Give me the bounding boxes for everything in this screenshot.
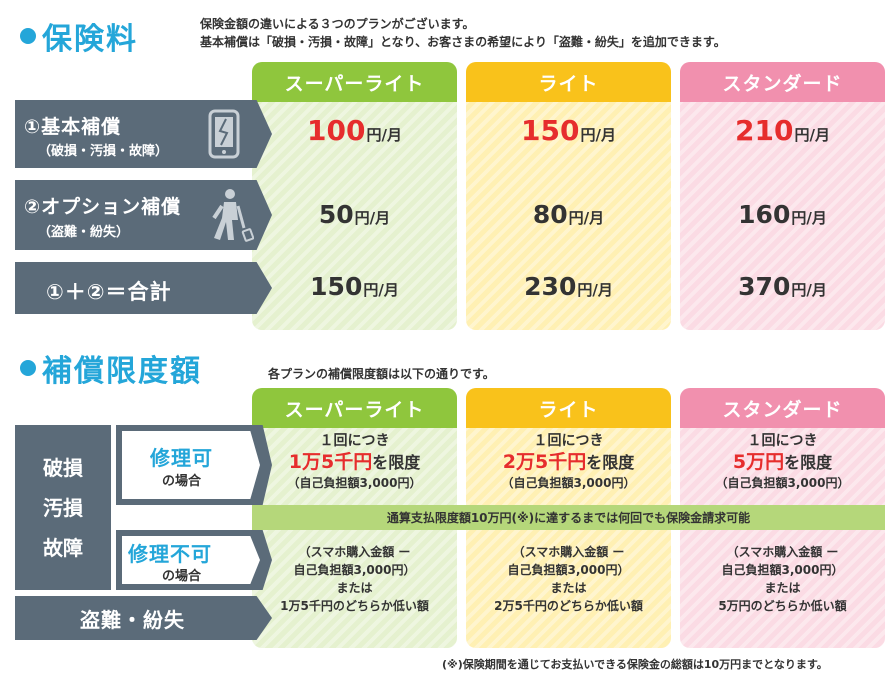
price-basic-standard: 210 円/月 xyxy=(735,114,830,147)
premium-intro-line2: 基本補償は「破損・汚損・故障」となり、お客さまの希望により「盗難・紛失」を追加で… xyxy=(200,35,726,49)
row-total xyxy=(15,262,272,314)
damage-category-box xyxy=(15,425,111,590)
unrepairable-sub: の場合 xyxy=(162,569,202,584)
plan-header-light: ライト xyxy=(466,62,671,102)
payment-limit-notice: 通算支払限度額10万円(※)に達するまでは何回でも保険金請求可能 xyxy=(252,505,885,530)
plan-header-super-light: スーパーライト xyxy=(252,62,457,102)
price-basic-super-light: 100 円/月 xyxy=(307,114,402,147)
category-stain: 汚損 xyxy=(43,496,83,520)
limit-header-super-light: スーパーライト xyxy=(252,388,457,428)
price-total-super-light: 150 円/月 xyxy=(310,272,399,301)
unrepairable-cell-light: （スマホ購入金額 ー 自己負担額3,000円） または 2万5千円のどちらか低い… xyxy=(494,545,643,613)
repairable-sub: の場合 xyxy=(162,474,202,489)
limit-intro: 各プランの補償限度額は以下の通りです。 xyxy=(268,367,495,381)
category-failure: 故障 xyxy=(43,536,83,560)
option-coverage-sub: （盗難・紛失） xyxy=(38,225,130,240)
premium-section-title: 保険料 xyxy=(20,14,146,58)
unrepairable-cell-super-light: （スマホ購入金額 ー 自己負担額3,000円） または 1万5千円のどちらか低い… xyxy=(280,545,429,613)
total-label: ①＋②＝合計 xyxy=(46,280,172,304)
unrepairable-label: 修理不可 xyxy=(128,542,212,566)
price-option-standard: 160 円/月 xyxy=(738,200,827,229)
basic-coverage-sub: （破損・汚損・故障） xyxy=(38,144,169,159)
walking-person-icon xyxy=(208,188,255,248)
theft-row xyxy=(15,596,272,640)
price-total-standard: 370 円/月 xyxy=(738,272,827,301)
repairable-cell-super-light: １回につき 1万5千円を限度 （自己負担額3,000円） xyxy=(287,433,422,490)
bullet-dot-icon xyxy=(20,28,36,44)
broken-phone-icon xyxy=(208,109,240,163)
plan-header-standard: スタンダード xyxy=(680,62,885,102)
premium-title: 保険料 xyxy=(42,22,138,57)
price-total-light: 230 円/月 xyxy=(524,272,613,301)
repairable-cell-standard: １回につき 5万円を限度 （自己負担額3,000円） xyxy=(715,433,850,490)
unrepairable-cell-standard: （スマホ購入金額 ー 自己負担額3,000円） または 5万円のどちらか低い額 xyxy=(718,545,847,613)
basic-coverage-label: ①基本補償 xyxy=(24,116,122,138)
premium-intro-line1: 保険金額の違いによる３つのプランがございます。 xyxy=(200,17,475,31)
limit-section-title: 補償限度額 xyxy=(20,346,210,390)
price-option-light: 80 円/月 xyxy=(532,200,605,229)
plan-column-standard xyxy=(680,62,885,330)
footnote: (※)保険期間を通じてお支払いできる保険金の総額は10万円までとなります。 xyxy=(442,658,828,671)
price-basic-light: 150 円/月 xyxy=(521,114,616,147)
repairable-cell-light: １回につき 2万5千円を限度 （自己負担額3,000円） xyxy=(501,433,636,490)
bullet-dot-icon xyxy=(20,360,36,376)
limit-header-standard: スタンダード xyxy=(680,388,885,428)
theft-label: 盗難・紛失 xyxy=(80,608,185,632)
plan-column-super-light xyxy=(252,62,457,330)
limit-header-light: ライト xyxy=(466,388,671,428)
price-option-super-light: 50 円/月 xyxy=(318,200,391,229)
option-coverage-label: ②オプション補償 xyxy=(24,196,182,218)
plan-column-light xyxy=(466,62,671,330)
limit-title: 補償限度額 xyxy=(42,354,202,389)
repairable-label: 修理可 xyxy=(150,446,213,470)
category-damage: 破損 xyxy=(43,456,83,480)
